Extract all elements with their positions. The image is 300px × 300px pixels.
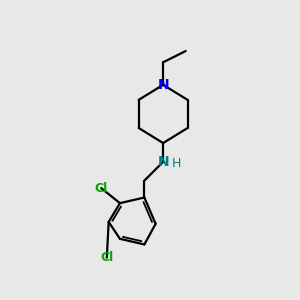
- Text: Cl: Cl: [94, 182, 108, 195]
- Text: N: N: [157, 78, 169, 92]
- Text: Cl: Cl: [100, 251, 113, 264]
- Text: N: N: [157, 155, 169, 169]
- Text: H: H: [172, 157, 181, 170]
